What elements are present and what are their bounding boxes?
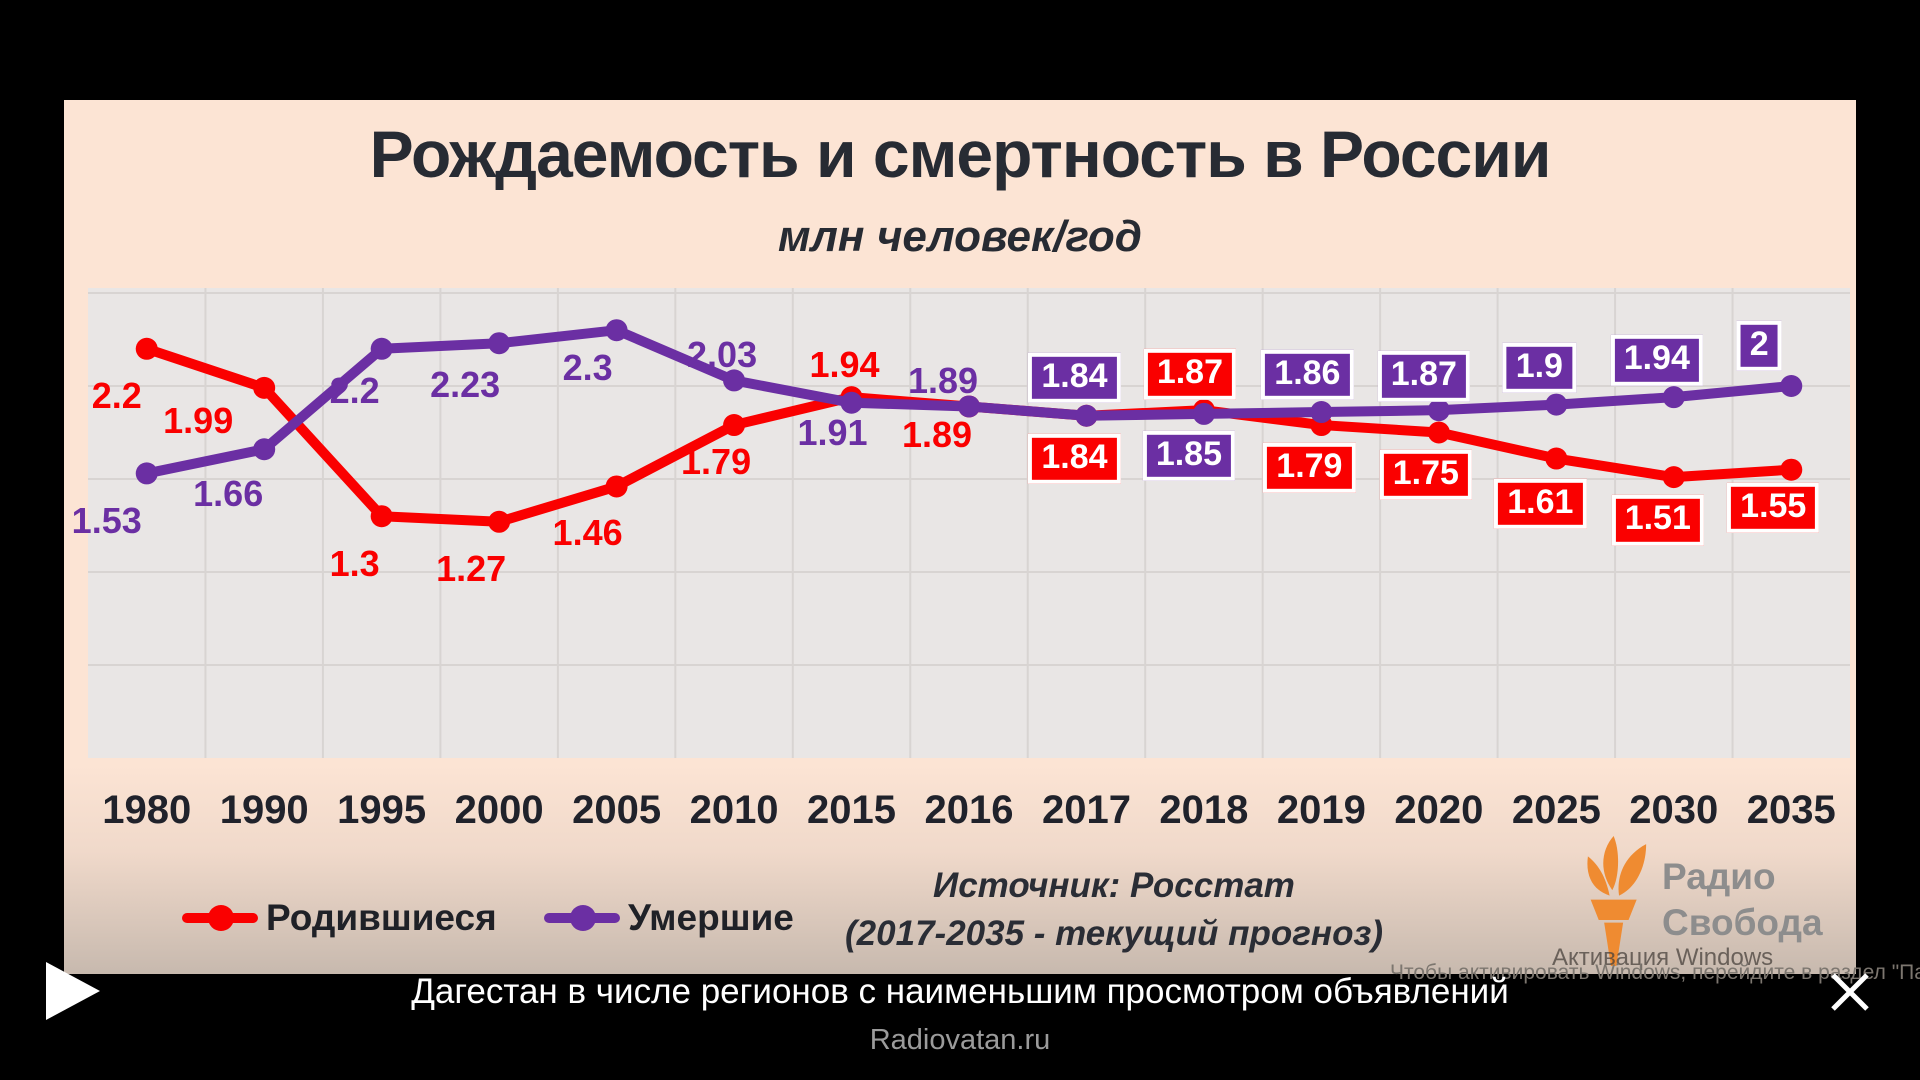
data-point-marker: [135, 337, 158, 360]
deaths-value-label: 1.85: [1142, 430, 1236, 482]
births-value-label: 1.79: [1263, 442, 1356, 494]
births-value-label: 1.89: [901, 414, 973, 456]
births-value-label: 1.84: [1028, 433, 1121, 484]
data-point-marker: [723, 414, 746, 437]
deaths-value-label: 2.2: [329, 369, 380, 411]
deaths-value-label: 1.66: [193, 473, 264, 515]
legend-item-births: Родившиеся: [182, 894, 497, 942]
data-point-marker: [1662, 466, 1685, 489]
births-value-label: 1.27: [436, 547, 507, 589]
births-value-label: 2.2: [91, 374, 142, 416]
x-axis-label: 2030: [1629, 788, 1719, 832]
data-point-marker: [1780, 375, 1803, 397]
births-value-label: 1.87: [1143, 348, 1237, 400]
data-point-marker: [253, 438, 276, 461]
deaths-value-label: 1.86: [1261, 349, 1354, 401]
torch-icon: [1587, 836, 1647, 966]
data-point-marker: [958, 395, 980, 418]
births-value-label: 1.79: [681, 441, 752, 483]
x-axis-label: 2017: [1041, 788, 1131, 832]
x-axis-label: 2019: [1276, 788, 1366, 832]
births-value-label: 1.99: [163, 399, 234, 441]
data-point-marker: [840, 391, 863, 414]
data-point-marker: [1662, 386, 1685, 409]
x-axis-label: 2000: [454, 788, 544, 832]
deaths-value-label: 1.94: [1610, 334, 1703, 386]
logo-text-line2: Свобода: [1662, 902, 1823, 943]
data-point-marker: [1192, 402, 1215, 425]
source-line2: (2017-2035 - текущий прогноз): [845, 914, 1383, 953]
deaths-legend-marker-icon: [544, 905, 620, 931]
windows-activation-title: Активация Windows: [1552, 944, 1774, 971]
video-caption: Дагестан в числе регионов с наименьшим п…: [411, 972, 1509, 1011]
deaths-value-label: 2.3: [562, 347, 613, 389]
legend-label-deaths: Умершие: [628, 897, 794, 938]
data-point-marker: [135, 462, 158, 485]
births-value-label: 1.3: [329, 543, 380, 585]
deaths-value-label: 1.87: [1377, 350, 1470, 402]
data-point-marker: [605, 319, 628, 342]
births-value-label: 1.55: [1727, 482, 1820, 533]
deaths-value-label: 2: [1736, 320, 1782, 372]
deaths-value-label: 2.23: [430, 364, 501, 406]
data-point-marker: [1427, 399, 1450, 422]
chart-plot-area: 2.2 1.99 1.3 1.27 1.46 1.79 1.94 1.89 1.84 1.87 1.…: [72, 288, 1850, 758]
x-axis-label: 2035: [1746, 788, 1836, 832]
deaths-value-label: 2.03: [687, 334, 758, 376]
source-note: Источник: Росстат (2017-2035 - текущий п…: [704, 866, 1524, 954]
data-point-marker: [370, 337, 393, 360]
births-value-label: 1.94: [809, 344, 880, 386]
x-axis-label: 2018: [1159, 788, 1249, 832]
births-value-label: 1.75: [1379, 449, 1472, 500]
births-value-label: 1.61: [1494, 478, 1587, 529]
births-legend-marker-icon: [182, 905, 258, 931]
data-point-marker: [1780, 458, 1803, 481]
data-point-marker: [1427, 421, 1450, 444]
deaths-value-label: 1.53: [71, 500, 142, 542]
births-value-label: 1.51: [1611, 494, 1704, 546]
deaths-value-label: 1.84: [1028, 352, 1121, 403]
data-point-marker: [1545, 393, 1568, 416]
deaths-value-label: 1.89: [907, 360, 979, 402]
x-axis-label: 1990: [219, 788, 309, 832]
x-axis-label: 1995: [337, 788, 427, 832]
close-icon[interactable]: [1828, 970, 1872, 1014]
x-axis-label: 2020: [1394, 788, 1484, 832]
data-point-marker: [723, 369, 746, 392]
x-axis-label: 1980: [102, 788, 192, 832]
chart-subtitle: млн человек/год: [778, 212, 1142, 261]
births-value-label: 1.46: [552, 512, 623, 554]
x-axis-label: 2025: [1511, 788, 1601, 832]
data-point-marker: [488, 510, 511, 533]
data-point-marker: [605, 475, 628, 498]
x-axis: 1980 1990 1995 2000 2005 2010 2015 2016 2017 2018…: [64, 788, 1856, 840]
data-point-marker: [1545, 447, 1568, 470]
windows-activation-hint: Чтобы активировать Windows, перейдите в …: [1390, 961, 1920, 984]
deaths-value-label: 1.9: [1502, 342, 1576, 393]
legend-label-births: Родившиеся: [266, 897, 497, 938]
x-axis-label: 2010: [689, 788, 779, 832]
data-point-marker: [1310, 401, 1333, 424]
logo-text-line1: Радио: [1662, 856, 1776, 897]
radio-svoboda-logo: Радио Свобода: [1580, 836, 1850, 968]
x-axis-label: 2015: [807, 788, 897, 832]
data-point-marker: [488, 332, 511, 355]
x-axis-label: 2016: [924, 788, 1014, 832]
chart-title: Рождаемость и смертность в России: [369, 117, 1552, 191]
site-watermark: Radiovatan.ru: [869, 1024, 1051, 1056]
data-point-marker: [370, 505, 393, 528]
data-point-marker: [1075, 404, 1098, 427]
source-line1: Источник: Росстат: [933, 866, 1295, 905]
data-point-marker: [253, 376, 276, 399]
slide: Рождаемость и смертность в России млн че…: [64, 100, 1856, 974]
legend-item-deaths: Умершие: [544, 894, 794, 942]
play-icon[interactable]: [46, 962, 100, 1020]
x-axis-label: 2005: [572, 788, 662, 832]
deaths-value-label: 1.91: [797, 411, 868, 453]
